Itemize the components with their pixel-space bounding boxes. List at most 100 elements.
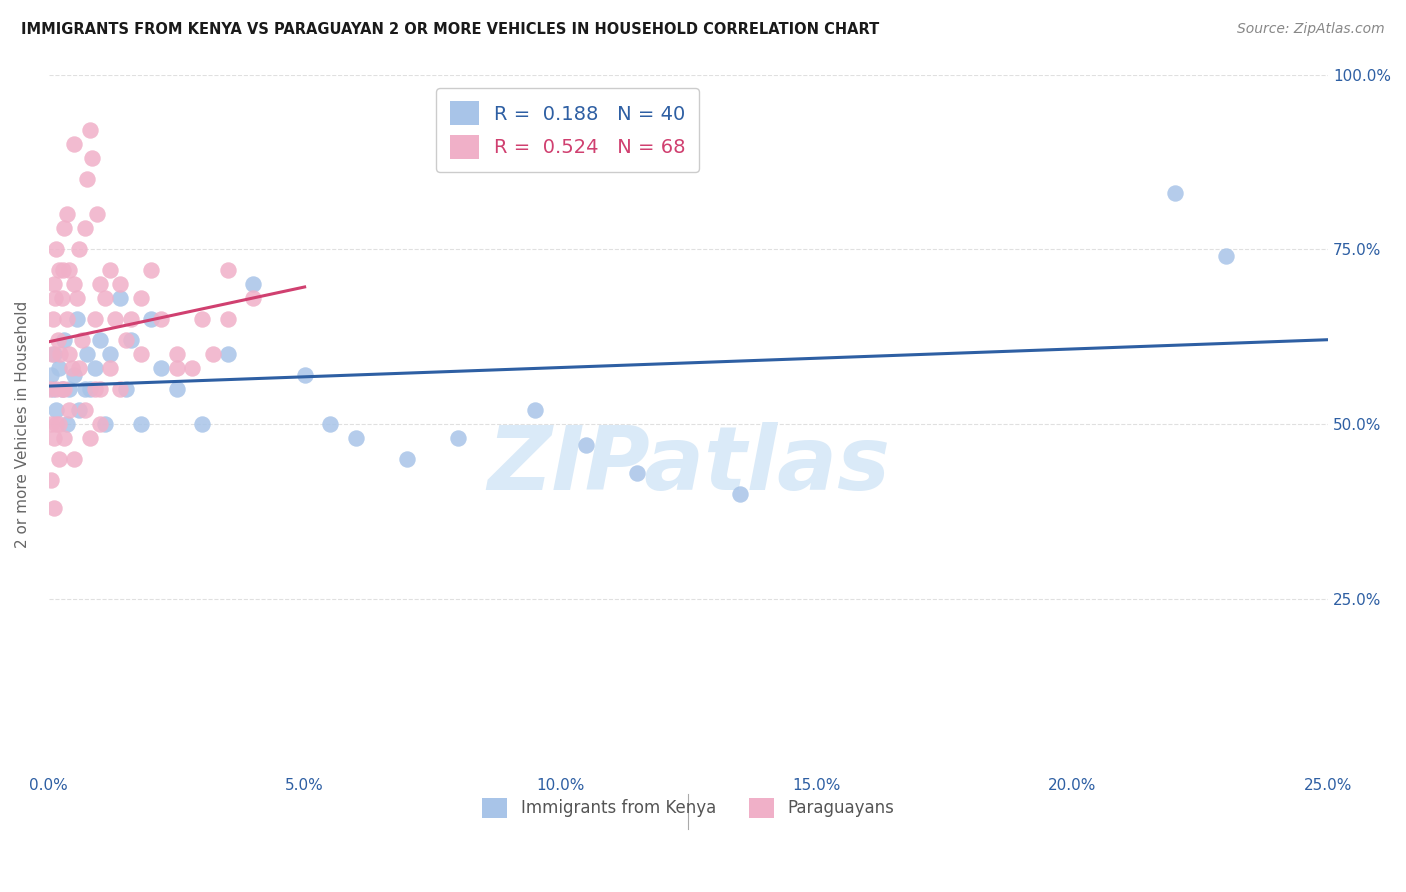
Point [201, 347, 224, 361]
Point [58, 347, 80, 361]
Point [45, 382, 67, 396]
Point [129, 291, 152, 305]
Point [166, 361, 188, 376]
Point [110, 291, 132, 305]
Point [79, 431, 101, 445]
Point [55, 312, 77, 326]
Point [89, 333, 111, 347]
Point [166, 382, 188, 396]
Point [41, 347, 63, 361]
Point [395, 451, 418, 466]
Point [242, 291, 264, 305]
Point [52, 263, 75, 277]
Point [139, 312, 162, 326]
Point [66, 291, 89, 305]
Point [42, 500, 65, 515]
Point [1163, 186, 1185, 201]
Point [83, 312, 105, 326]
Point [89, 417, 111, 431]
Point [1215, 249, 1237, 263]
Y-axis label: 2 or more Vehicles in Household: 2 or more Vehicles in Household [15, 301, 30, 548]
Point [217, 312, 239, 326]
Point [58, 382, 80, 396]
Point [73, 221, 96, 235]
Point [79, 382, 101, 396]
Point [79, 123, 101, 137]
Point [60, 361, 83, 376]
Point [139, 263, 162, 277]
Point [53, 431, 76, 445]
Point [217, 347, 239, 361]
Point [76, 172, 98, 186]
Point [523, 403, 546, 417]
Point [39, 368, 62, 382]
Point [129, 347, 152, 361]
Point [42, 277, 65, 292]
Point [38, 382, 60, 396]
Point [294, 368, 316, 382]
Point [55, 417, 77, 431]
Point [42, 312, 65, 326]
Point [191, 417, 214, 431]
Point [48, 451, 70, 466]
Point [110, 382, 132, 396]
Point [48, 263, 70, 277]
Point [53, 382, 76, 396]
Point [42, 382, 65, 396]
Point [150, 361, 173, 376]
Point [217, 263, 239, 277]
Point [63, 451, 86, 466]
Point [63, 368, 86, 382]
Point [98, 361, 121, 376]
Point [94, 291, 117, 305]
Point [69, 403, 91, 417]
Point [70, 333, 93, 347]
Point [63, 137, 86, 152]
Point [55, 207, 77, 221]
Point [89, 382, 111, 396]
Point [114, 333, 136, 347]
Point [73, 382, 96, 396]
Point [39, 473, 62, 487]
Point [98, 263, 121, 277]
Point [45, 403, 67, 417]
Point [120, 312, 142, 326]
Point [83, 382, 105, 396]
Text: IMMIGRANTS FROM KENYA VS PARAGUAYAN 2 OR MORE VEHICLES IN HOUSEHOLD CORRELATION : IMMIGRANTS FROM KENYA VS PARAGUAYAN 2 OR… [21, 22, 879, 37]
Point [73, 403, 96, 417]
Point [69, 361, 91, 376]
Point [66, 312, 89, 326]
Point [49, 347, 72, 361]
Text: Source: ZipAtlas.com: Source: ZipAtlas.com [1237, 22, 1385, 37]
Point [51, 382, 73, 396]
Text: ZIPatlas: ZIPatlas [486, 423, 890, 509]
Point [110, 277, 132, 292]
Point [191, 312, 214, 326]
Point [82, 152, 104, 166]
Legend: Immigrants from Kenya, Paraguayans: Immigrants from Kenya, Paraguayans [475, 791, 901, 824]
Point [166, 347, 188, 361]
Point [39, 417, 62, 431]
Point [181, 361, 204, 376]
Point [575, 438, 598, 452]
Point [447, 431, 470, 445]
Point [58, 263, 80, 277]
Point [42, 347, 65, 361]
Point [728, 487, 751, 501]
Point [51, 291, 73, 305]
Point [344, 431, 367, 445]
Point [83, 361, 105, 376]
Point [86, 207, 108, 221]
Point [69, 242, 91, 256]
Point [129, 417, 152, 431]
Point [51, 382, 73, 396]
Point [48, 361, 70, 376]
Point [319, 417, 342, 431]
Point [63, 277, 86, 292]
Point [242, 277, 264, 292]
Point [104, 312, 127, 326]
Point [150, 312, 173, 326]
Point [76, 347, 98, 361]
Point [58, 403, 80, 417]
Point [53, 333, 76, 347]
